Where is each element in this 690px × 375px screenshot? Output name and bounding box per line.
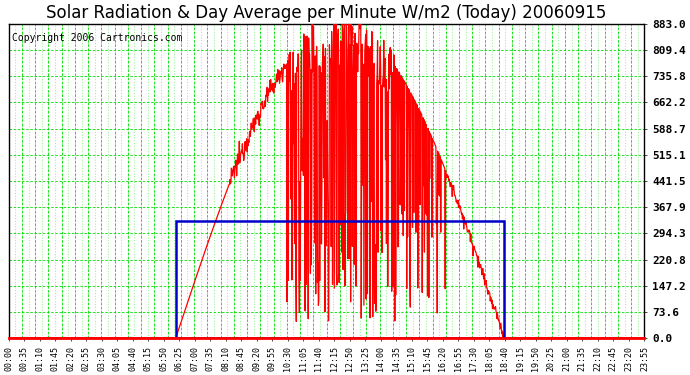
Text: Copyright 2006 Cartronics.com: Copyright 2006 Cartronics.com [12, 33, 182, 43]
Bar [176, 220, 504, 338]
Title: Solar Radiation & Day Average per Minute W/m2 (Today) 20060915: Solar Radiation & Day Average per Minute… [46, 4, 607, 22]
